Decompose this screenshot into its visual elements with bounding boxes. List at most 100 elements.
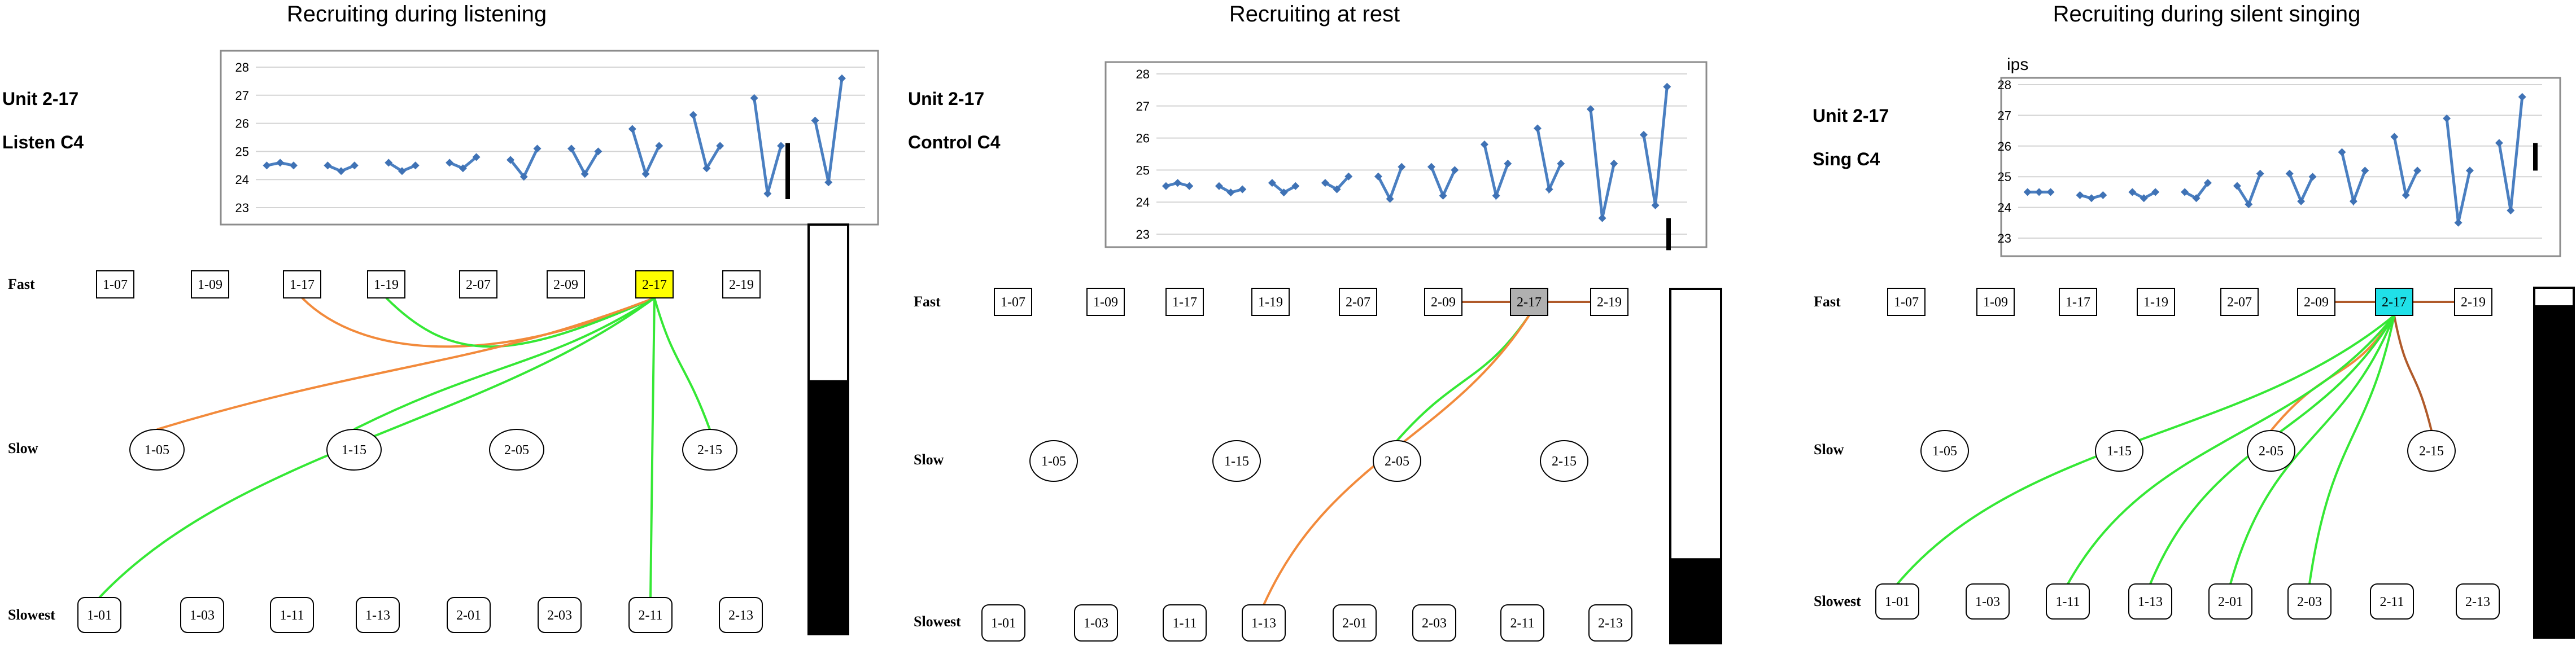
slowest-unit-label: 1-03 bbox=[1084, 616, 1108, 631]
y-axis-label: ips bbox=[2007, 55, 2028, 74]
slow-unit-label: 2-05 bbox=[504, 443, 529, 458]
fast-unit-label: 1-07 bbox=[1894, 295, 1919, 310]
data-point bbox=[2285, 169, 2294, 178]
slow-unit-label: 2-05 bbox=[1385, 454, 1409, 469]
slow-unit-ellipse bbox=[1212, 440, 1261, 482]
y-tick-label: 25 bbox=[1136, 163, 1150, 177]
fast-unit-box bbox=[2059, 288, 2097, 316]
data-point bbox=[2140, 194, 2148, 203]
data-point bbox=[2151, 188, 2160, 196]
slow-unit-label: 1-05 bbox=[1932, 444, 1957, 459]
fast-unit-label: 1-09 bbox=[1983, 295, 2008, 310]
data-point bbox=[1185, 182, 1194, 190]
recruitment-bar-fill bbox=[809, 380, 848, 634]
data-point bbox=[1598, 214, 1606, 222]
slow-unit-ellipse bbox=[682, 429, 737, 471]
fast-unit-box bbox=[1339, 288, 1377, 316]
fast-unit-label: 2-09 bbox=[2304, 295, 2329, 310]
fast-unit-box bbox=[1887, 288, 1926, 316]
data-point bbox=[702, 164, 711, 173]
connection-to-2-15 bbox=[2393, 315, 2433, 431]
y-tick-label: 25 bbox=[1998, 170, 2011, 184]
fast-unit-box bbox=[367, 270, 405, 298]
data-point bbox=[337, 167, 346, 175]
slowest-unit-label: 2-11 bbox=[638, 608, 662, 623]
data-point bbox=[811, 116, 819, 125]
slowest-unit-box bbox=[719, 597, 763, 633]
slowest-unit-box bbox=[1163, 604, 1207, 642]
panel-1: Recruiting during listening Unit 2-17 List… bbox=[2, 2, 879, 635]
slowest-unit-box bbox=[981, 604, 1025, 642]
slow-unit-ellipse bbox=[2095, 430, 2143, 472]
y-tick-label: 24 bbox=[235, 173, 249, 187]
y-tick-label: 27 bbox=[1998, 108, 2011, 122]
y-tick-label: 24 bbox=[1998, 201, 2011, 215]
connection-to-2-11 bbox=[649, 297, 656, 598]
slowest-unit-label: 2-03 bbox=[547, 608, 572, 623]
data-point bbox=[1226, 188, 1235, 197]
data-point bbox=[411, 161, 420, 170]
row-label-slowest: Slowest bbox=[914, 613, 961, 630]
chart-frame bbox=[220, 50, 879, 226]
condition-label: Listen C4 bbox=[2, 132, 84, 152]
data-point bbox=[1586, 105, 1595, 113]
fast-unit-label: 2-19 bbox=[1597, 295, 1622, 310]
fast-unit-box bbox=[2220, 288, 2259, 316]
row-label-slow: Slow bbox=[1814, 441, 1844, 458]
recruitment-bar-fill bbox=[2534, 305, 2574, 638]
slowest-unit-label: 1-03 bbox=[190, 608, 215, 623]
data-point bbox=[777, 142, 785, 150]
slowest-unit-box bbox=[180, 597, 224, 633]
data-point bbox=[2338, 148, 2346, 156]
data-point bbox=[1492, 191, 1500, 200]
data-point bbox=[2192, 194, 2200, 203]
recruitment-bar-fill bbox=[1670, 558, 1721, 643]
fast-unit-label: 1-17 bbox=[2066, 295, 2090, 310]
data-point bbox=[2128, 188, 2137, 196]
fast-unit-label: 1-07 bbox=[1001, 295, 1025, 310]
data-point bbox=[628, 125, 636, 133]
connection-to-2-05 bbox=[2270, 314, 2395, 432]
data-point bbox=[580, 170, 589, 178]
slowest-unit-label: 2-03 bbox=[2297, 595, 2322, 609]
row-label-slow: Slow bbox=[8, 440, 38, 456]
data-point bbox=[446, 159, 454, 167]
fast-unit-label: 2-19 bbox=[729, 278, 754, 292]
row-label-fast: Fast bbox=[914, 293, 941, 310]
unit-nodes: 1-07 1-09 1-17 1-19 2-07 2-09 2-17 2-19 1-05 1-15… bbox=[1875, 288, 2500, 620]
slowest-unit-label: 2-13 bbox=[2465, 595, 2490, 609]
fast-unit-label: 2-09 bbox=[553, 278, 578, 292]
slow-unit-ellipse bbox=[326, 429, 382, 471]
row-label-slowest: Slowest bbox=[8, 607, 55, 623]
connection-to-1-17 bbox=[301, 297, 655, 348]
data-point bbox=[1291, 182, 1300, 190]
data-point bbox=[1333, 185, 1341, 194]
slowest-unit-box bbox=[538, 597, 582, 633]
data-point bbox=[472, 153, 481, 161]
fast-unit-box bbox=[2454, 288, 2492, 316]
data-point bbox=[1162, 182, 1170, 190]
data-point bbox=[567, 144, 575, 153]
chart-frame bbox=[1104, 61, 1708, 248]
fast-unit-label: 1-19 bbox=[374, 278, 399, 292]
slow-unit-ellipse bbox=[129, 429, 185, 471]
data-point bbox=[1321, 179, 1329, 187]
data-point bbox=[1398, 162, 1406, 171]
slowest-unit-label: 1-11 bbox=[2055, 595, 2080, 609]
slow-unit-ellipse bbox=[489, 429, 544, 471]
data-point bbox=[1386, 195, 1394, 203]
data-point bbox=[1268, 179, 1276, 187]
data-point bbox=[276, 159, 285, 167]
data-point bbox=[2035, 188, 2044, 196]
data-point bbox=[1545, 185, 1553, 194]
y-tick-label: 28 bbox=[1136, 67, 1150, 81]
slowest-unit-label: 1-13 bbox=[2138, 595, 2163, 609]
fast-unit-box bbox=[2297, 288, 2335, 316]
connection-to-1-19 bbox=[385, 297, 655, 348]
fast-unit-box bbox=[1086, 288, 1125, 316]
condition-label: Control C4 bbox=[908, 132, 1001, 152]
data-point bbox=[641, 170, 650, 178]
fast-unit-label: 2-07 bbox=[466, 278, 491, 292]
slowest-unit-label: 1-03 bbox=[1975, 595, 2000, 609]
